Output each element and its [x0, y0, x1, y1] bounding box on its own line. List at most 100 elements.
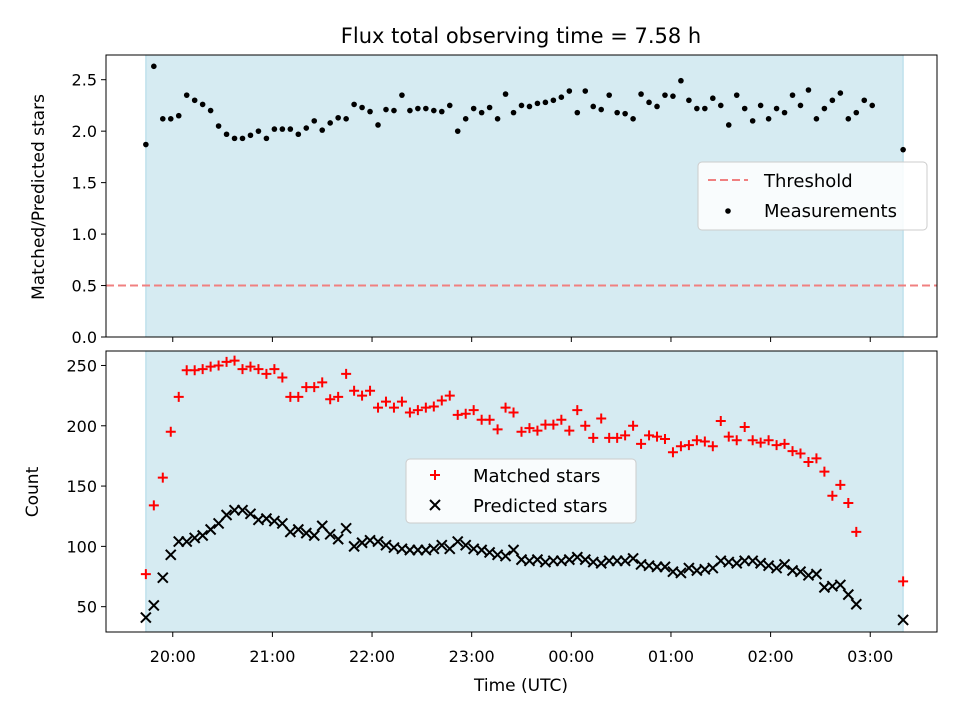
measurement-point: [662, 92, 668, 98]
matched-star-point: [787, 446, 798, 457]
predicted-star-point: [499, 550, 512, 562]
matched-star-point: [157, 472, 168, 483]
measurement-point: [183, 92, 190, 98]
predicted-star-point: [436, 539, 448, 551]
matched-star-point: [508, 407, 519, 418]
measurement-point: [725, 122, 732, 128]
matched-star-point: [596, 413, 607, 424]
predicted-star-point: [428, 543, 440, 555]
matched-star-point: [492, 424, 503, 435]
measurement-point: [638, 91, 644, 97]
measurement-point: [574, 109, 581, 116]
matched-star-point: [898, 576, 909, 587]
x-tick-label: 01:00: [648, 647, 694, 666]
matched-star-point: [420, 402, 431, 413]
matched-star-point: [755, 437, 766, 448]
y-tick-label: 2.5: [72, 71, 97, 90]
measurement-point: [805, 87, 812, 93]
predicted-star-point: [157, 572, 169, 584]
measurement-point: [223, 131, 230, 138]
matched-star-point: [779, 438, 790, 449]
legend-measurements-label: Measurements: [764, 201, 897, 222]
measurement-point: [900, 146, 906, 153]
measurement-point: [670, 93, 676, 99]
y-tick-label: 150: [66, 477, 97, 496]
measurement-point: [279, 126, 286, 132]
y-tick-label: 50: [77, 598, 97, 617]
matched-star-point: [659, 434, 670, 445]
predicted-star-point: [244, 508, 257, 520]
measurement-point: [550, 97, 557, 104]
measurement-point: [686, 97, 692, 104]
x-tick-label: 23:00: [449, 647, 495, 666]
legend-matched-label: Matched stars: [473, 466, 600, 487]
measurement-point: [765, 116, 772, 122]
measurement-point: [431, 107, 437, 114]
measurement-point: [159, 116, 166, 122]
matched-star-point: [644, 430, 655, 441]
predicted-star-point: [834, 579, 847, 591]
measurement-point: [151, 63, 157, 70]
measurement-point: [582, 88, 589, 94]
predicted-star-point: [284, 526, 297, 538]
measurement-point: [518, 102, 525, 109]
matched-star-point: [699, 436, 710, 447]
matched-star-point: [412, 405, 423, 416]
measurement-point: [367, 108, 373, 115]
predicted-star-point: [627, 552, 639, 565]
measurement-point: [646, 99, 652, 106]
predicted-star-point: [332, 533, 344, 545]
predicted-star-point: [268, 515, 281, 527]
measurement-point: [391, 107, 397, 114]
matched-star-point: [731, 435, 742, 446]
measurement-point: [486, 104, 493, 111]
measurement-point: [207, 107, 214, 114]
measurement-point: [375, 122, 381, 128]
measurement-point: [606, 92, 612, 98]
predicted-star-point: [165, 549, 177, 561]
matched-star-point: [667, 447, 678, 458]
legend-box: [405, 458, 637, 524]
predicted-star-point: [794, 565, 807, 578]
measurement-point: [343, 116, 349, 122]
measurement-point: [614, 109, 620, 116]
predicted-star-point: [778, 558, 791, 571]
measurement-point: [446, 102, 453, 109]
measurement-point: [590, 103, 597, 110]
measurement-point: [710, 95, 716, 102]
measurement-point: [845, 116, 852, 122]
matched-star-point: [572, 405, 583, 416]
chart-title: Flux total observing time = 7.58 h: [341, 24, 701, 48]
measurement-point: [255, 128, 262, 134]
predicted-star-point: [770, 562, 783, 574]
matched-star-point: [293, 391, 304, 402]
measurement-point: [415, 105, 421, 112]
predicted-star-point: [348, 540, 360, 553]
matched-star-point: [205, 361, 216, 372]
predicted-star-point: [340, 522, 352, 534]
predicted-star-point: [188, 532, 201, 544]
matched-star-point: [739, 421, 750, 432]
matched-star-point: [675, 441, 686, 452]
predicted-star-point: [810, 568, 823, 580]
matched-star-point: [317, 377, 328, 388]
measurement-point: [399, 92, 405, 98]
measurement-point: [494, 116, 501, 122]
matched-star-point: [500, 402, 511, 413]
measurement-point: [837, 90, 844, 96]
measurement-point: [143, 141, 149, 148]
matched-star-point: [843, 497, 854, 508]
predicted-star-point: [579, 553, 591, 566]
predicted-star-point: [300, 527, 312, 539]
matched-star-point: [468, 405, 479, 416]
axes-frame: [105, 350, 938, 633]
measurement-point: [717, 102, 724, 109]
measurement-point: [542, 99, 549, 106]
matched-star-point: [580, 420, 591, 431]
matched-star-point: [396, 396, 407, 407]
predicted-star-point: [731, 557, 743, 569]
matched-star-point: [189, 365, 200, 376]
measurement-point: [534, 100, 541, 107]
predicted-star-point: [452, 535, 464, 548]
matched-star-point: [452, 409, 463, 420]
